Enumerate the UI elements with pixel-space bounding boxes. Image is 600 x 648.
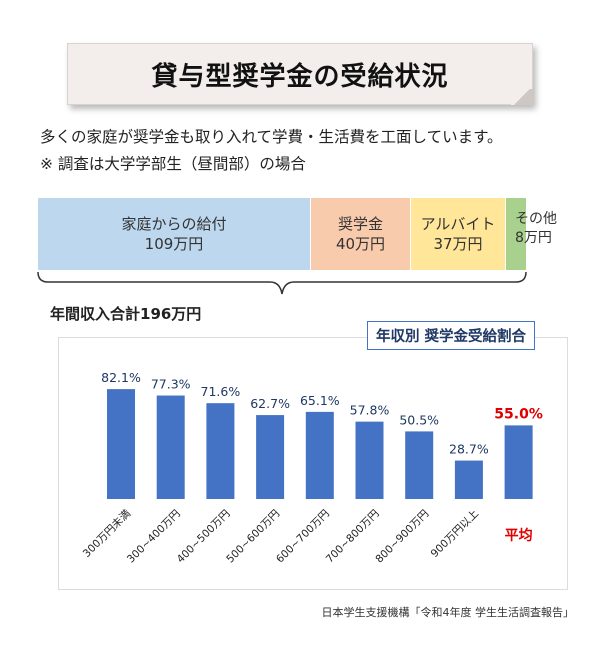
value-label-7: 28.7% (449, 442, 489, 457)
value-label-3: 62.7% (250, 396, 290, 411)
page-title: 貸与型奨学金の受給状況 (151, 61, 449, 92)
title-banner: 貸与型奨学金の受給状況 (67, 43, 533, 105)
segment-label: その他 (515, 211, 557, 227)
bar-2 (206, 403, 235, 499)
segment-label: 家庭からの給付 (121, 214, 227, 233)
value-label-2: 71.6% (201, 384, 241, 399)
segment-amount: 40万円 (335, 235, 386, 253)
value-label-5: 57.8% (350, 403, 390, 418)
income-segment-other (506, 198, 526, 270)
description-line-2: ※ 調査は大学学部生（昼間部）の場合 (40, 155, 306, 173)
category-label-0: 300万円未満 (81, 507, 134, 560)
source-citation: 日本学生支援機構「令和4年度 学生生活調査報告」 (321, 606, 575, 619)
category-label-7: 900万円以上 (429, 508, 481, 560)
segment-amount: 37万円 (433, 235, 483, 253)
bar-0 (107, 389, 135, 499)
income-segment-part-time: アルバイト 37万円 (411, 198, 505, 270)
segment-label: 奨学金 (337, 214, 383, 233)
chart-title: 年収別 奨学金受給割合 (367, 321, 536, 350)
total-brace (37, 271, 527, 295)
bar-6 (405, 431, 434, 499)
bar-3 (256, 415, 285, 499)
total-income-label: 年間収入合計196万円 (50, 305, 202, 323)
segment-amount: 8万円 (515, 229, 552, 246)
value-label-8: 55.0% (494, 406, 543, 422)
income-segment-scholarship: 奨学金 40万円 (311, 198, 410, 270)
bar-7 (454, 460, 483, 499)
segment-label: アルバイト (420, 214, 496, 233)
value-label-6: 50.5% (399, 412, 439, 427)
income-segment-other-label: その他 8万円 (515, 210, 557, 248)
value-label-0: 82.1% (101, 370, 141, 385)
value-label-4: 65.1% (300, 393, 340, 408)
bar-1 (156, 395, 185, 499)
segment-amount: 109万円 (144, 235, 204, 253)
page-fold-decoration (511, 89, 533, 105)
bar-5 (355, 421, 384, 499)
chart-frame: 82.1% 300万円未満 77.3% 300~400万円 71.6% 400~500万円… (58, 337, 568, 590)
value-label-1: 77.3% (151, 377, 191, 392)
category-label-8: 平均 (505, 527, 533, 544)
bar-4 (305, 411, 334, 499)
bar-8 (504, 425, 533, 499)
income-segment-family: 家庭からの給付 109万円 (38, 198, 310, 270)
bar-chart: 82.1%300万円未満77.3%300~400万円71.6%400~500万円… (81, 370, 543, 566)
description-line-1: 多くの家庭が奨学金も取り入れて学費・生活費を工面しています。 (40, 128, 503, 146)
category-label-6: 800~900万円 (373, 508, 431, 566)
